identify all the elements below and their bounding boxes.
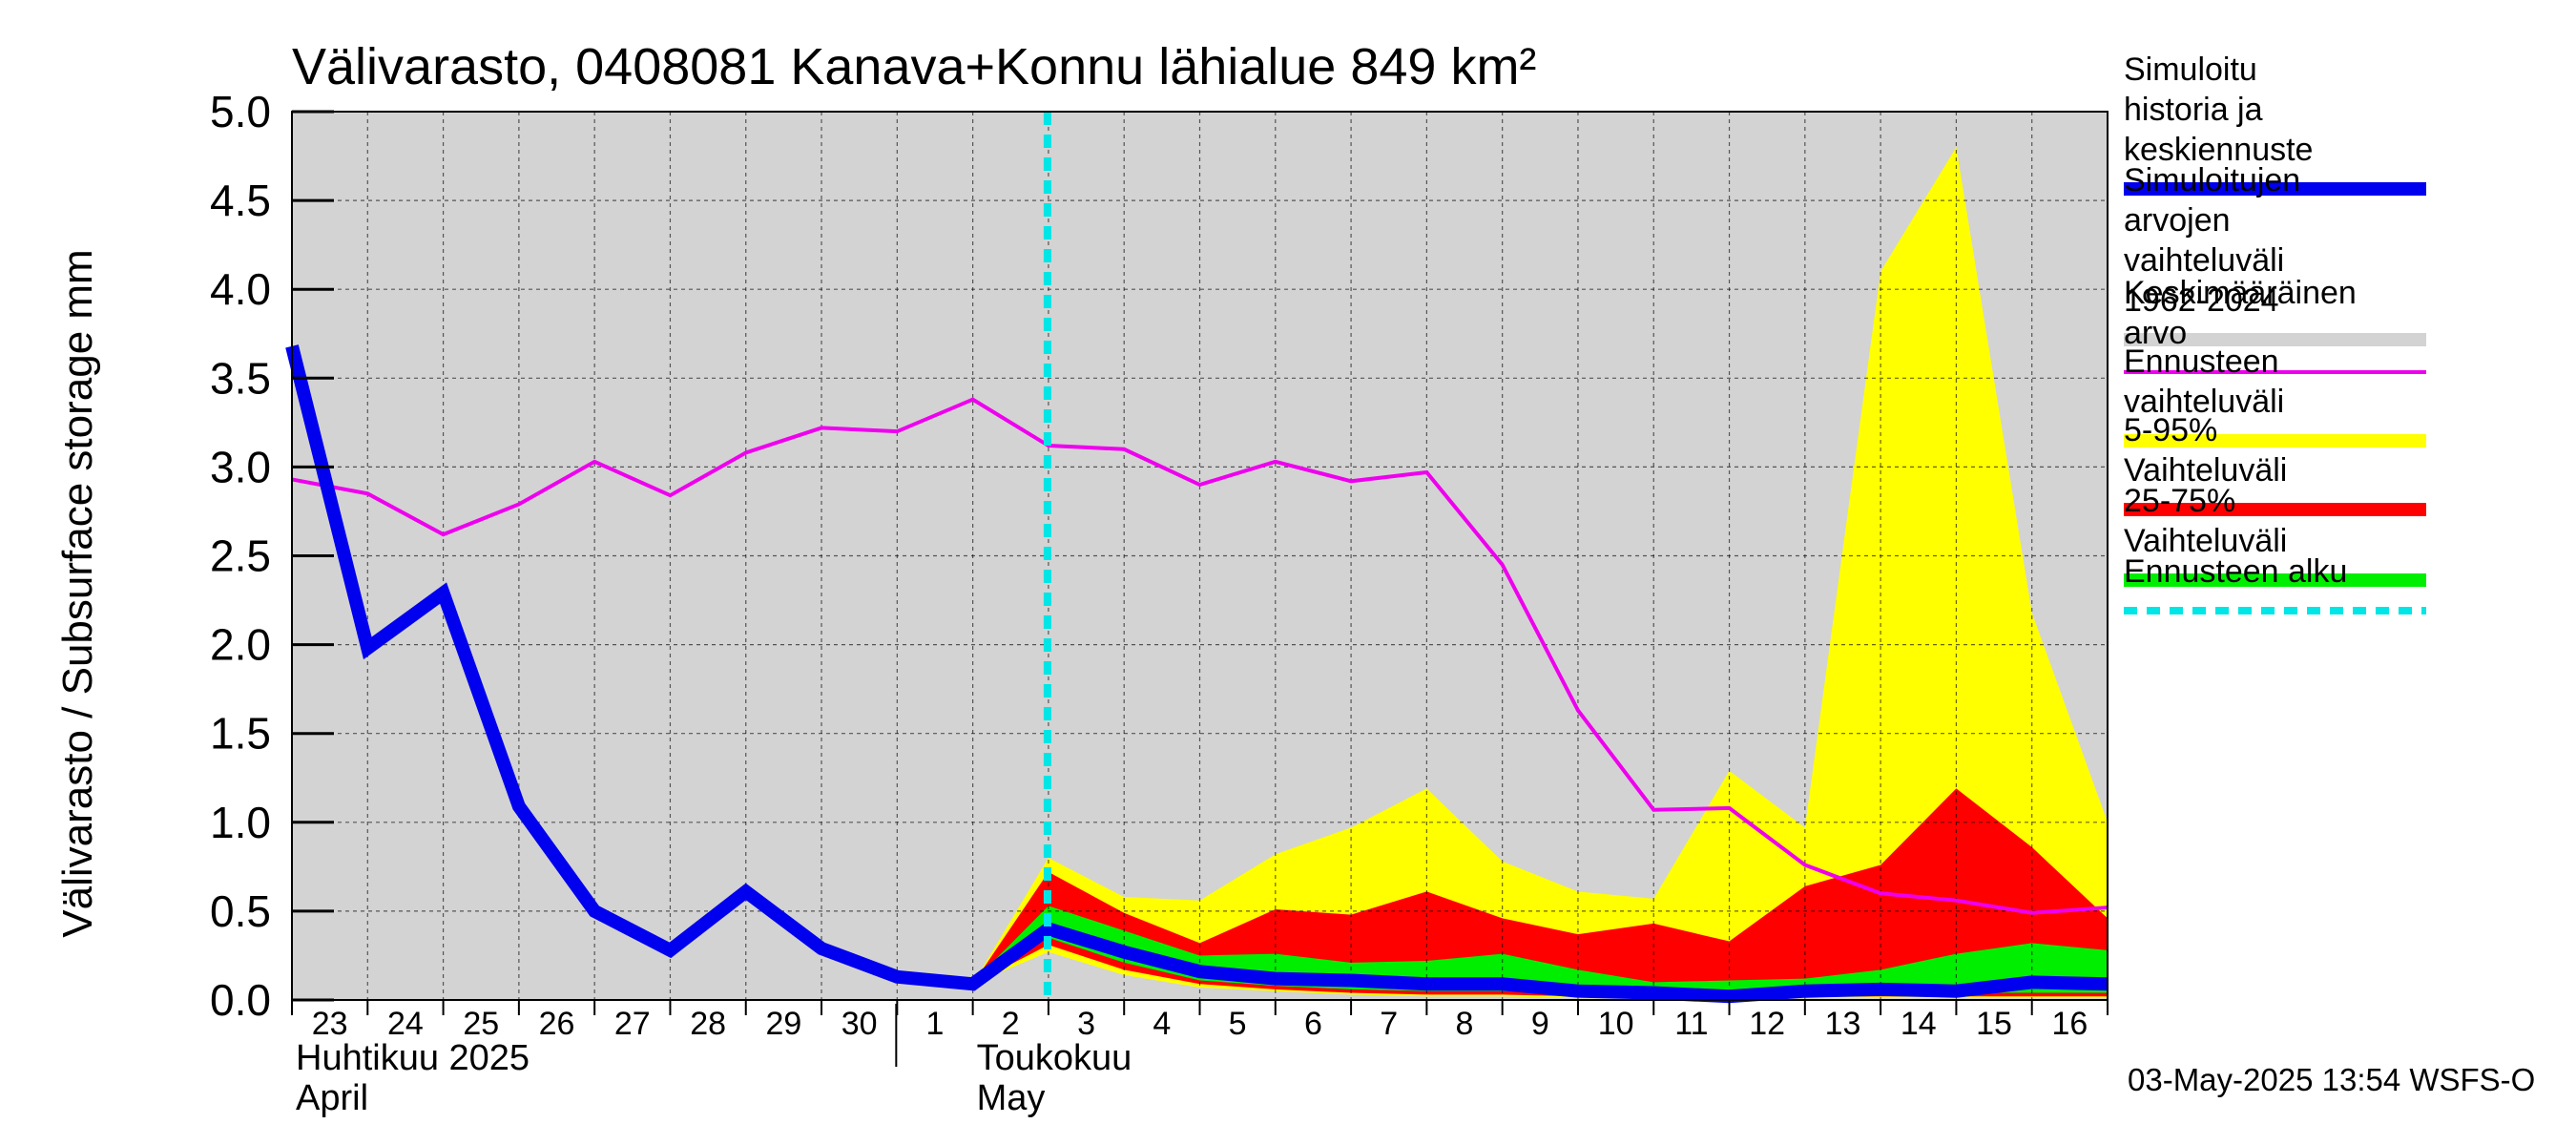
x-tick-label: 9 (1531, 1006, 1549, 1042)
legend-label: Simuloitujen (2124, 162, 2300, 198)
x-tick-label: 26 (539, 1006, 575, 1042)
y-tick-label: 3.5 (210, 353, 271, 403)
y-tick-label: 1.0 (210, 798, 271, 847)
y-axis-ticks: 0.0 0.5 1.0 1.5 2.0 2.5 3.0 3.5 4.0 4.5 5.0 (210, 87, 334, 1025)
x-tick-label: 1 (926, 1006, 945, 1042)
y-tick-label: 1.5 (210, 709, 271, 759)
y-axis-label: Välivarasto / Subsurface storage mm (54, 249, 101, 937)
legend-label: arvo (2124, 315, 2187, 351)
legend: Simuloitu historia ja keskiennusteSimuloit… (2124, 52, 2426, 614)
x-tick-label: 4 (1153, 1006, 1171, 1042)
y-tick-label: 4.5 (210, 176, 271, 225)
legend-label: keskiennuste (2124, 132, 2313, 168)
x-tick-label: 23 (312, 1006, 348, 1042)
band-ennusteen-vaihteluv-li (972, 147, 2108, 999)
y-tick-label: 5.0 (210, 87, 271, 136)
timestamp-footer: 03-May-2025 13:54 WSFS-O (2128, 1062, 2535, 1097)
y-tick-label: 2.5 (210, 531, 271, 581)
x-tick-label: 15 (1976, 1006, 2012, 1042)
legend-label: 5-95% (2124, 412, 2217, 448)
legend-label: Ennusteen (2124, 344, 2279, 380)
simulated-series-line (285, 344, 2109, 1004)
y-tick-label: 2.0 (210, 620, 271, 670)
legend-label: Ennusteen alku (2124, 553, 2347, 590)
x-tick-label: 6 (1304, 1006, 1322, 1042)
x-tick-label: 12 (1749, 1006, 1785, 1042)
x-tick-label: 5 (1229, 1006, 1247, 1042)
x-tick-label: 14 (1901, 1006, 1937, 1042)
x-tick-label: 7 (1380, 1006, 1398, 1042)
month-label-secondary: May (977, 1078, 1046, 1118)
y-tick-label: 0.5 (210, 886, 271, 936)
x-tick-label: 27 (614, 1006, 651, 1042)
series-lines (285, 344, 2109, 1004)
legend-label: Vaihteluväli (2124, 523, 2287, 559)
month-label-primary: Huhtikuu 2025 (296, 1038, 530, 1078)
x-tick-label: 16 (2051, 1006, 2088, 1042)
legend-label: vaihteluväli (2124, 242, 2284, 279)
x-tick-label: 11 (1674, 1006, 1708, 1042)
x-axis-ticks: 23 24 25 26 27 28 29 30 1 2 3 4 5 6 7 8 9 10 11 12 13 14 15 16 (291, 1000, 2109, 1042)
legend-label: historia ja (2124, 92, 2263, 128)
month-label-secondary: April (296, 1078, 368, 1118)
legend-label: 25-75% (2124, 483, 2235, 519)
y-tick-label: 0.0 (210, 975, 271, 1025)
x-tick-label: 10 (1598, 1006, 1634, 1042)
grid-lines (292, 112, 2108, 1000)
x-tick-label: 3 (1077, 1006, 1095, 1042)
mean-series-line (291, 397, 2109, 915)
chart-title: Välivarasto, 0408081 Kanava+Konnu lähial… (292, 38, 1536, 95)
x-tick-label: 28 (690, 1006, 726, 1042)
x-tick-label: 8 (1456, 1006, 1474, 1042)
legend-label: Simuloitu (2124, 52, 2257, 88)
month-label-primary: Toukokuu (977, 1038, 1132, 1078)
y-tick-label: 4.0 (210, 264, 271, 314)
x-tick-label: 29 (765, 1006, 801, 1042)
legend-label: vaihteluväli (2124, 384, 2284, 420)
legend-label: Vaihteluväli (2124, 452, 2287, 489)
legend-label: 1962-2024 (2124, 282, 2279, 319)
x-tick-label: 25 (463, 1006, 499, 1042)
band-5-95-vaihteluv-li (972, 788, 2108, 997)
x-tick-label: 24 (387, 1006, 424, 1042)
legend-label: arvojen (2124, 202, 2231, 239)
x-tick-label: 2 (1002, 1006, 1020, 1042)
x-tick-label: 30 (841, 1006, 878, 1042)
legend-label: Keskimääräinen (2124, 275, 2357, 311)
x-tick-label: 13 (1825, 1006, 1861, 1042)
y-tick-label: 3.0 (210, 442, 271, 491)
